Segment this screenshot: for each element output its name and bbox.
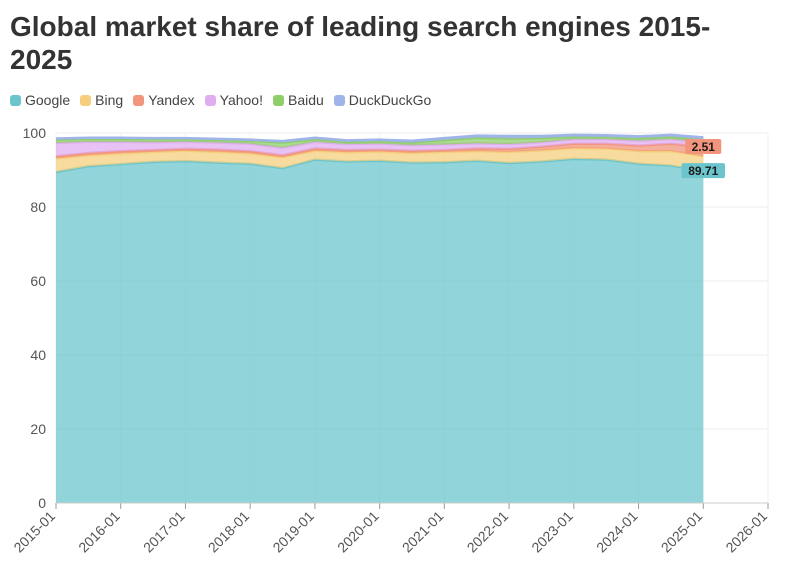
x-tick-label: 2022-01 xyxy=(464,508,512,556)
y-tick-label: 80 xyxy=(30,199,46,215)
legend-swatch xyxy=(80,94,92,106)
y-tick-label: 100 xyxy=(23,125,47,141)
legend-swatch xyxy=(10,94,21,106)
x-tick-label: 2020-01 xyxy=(334,508,382,556)
legend-item-duckduckgo[interactable]: DuckDuckGo xyxy=(333,92,432,108)
legend-swatch xyxy=(133,94,145,106)
y-tick-label: 40 xyxy=(30,347,46,363)
x-tick-label: 2023-01 xyxy=(528,508,576,556)
area-bing xyxy=(56,148,704,172)
x-tick-label: 2019-01 xyxy=(269,508,317,556)
area-google xyxy=(56,158,704,503)
data-label-bg xyxy=(681,163,726,179)
x-tick-label: 2018-01 xyxy=(205,508,253,556)
legend-label: DuckDuckGo xyxy=(348,92,432,108)
x-tick-label: 2026-01 xyxy=(722,508,770,556)
legend-label: Baidu xyxy=(287,92,324,108)
chart-title: Global market share of leading search en… xyxy=(10,11,711,75)
y-tick-label: 0 xyxy=(38,495,46,511)
legend-swatch xyxy=(204,94,216,106)
x-tick-label: 2024-01 xyxy=(593,508,641,556)
data-label-bg xyxy=(685,138,722,154)
x-tick-label: 2021-01 xyxy=(399,508,447,556)
legend-item-yandex[interactable]: Yandex xyxy=(133,92,195,108)
y-tick-label: 20 xyxy=(30,421,46,437)
legend: Google Bing Yandex Yahoo! Baidu DuckDuckGo xyxy=(10,92,431,108)
legend-label: Google xyxy=(25,92,71,108)
legend-item-google[interactable]: Google xyxy=(10,92,70,108)
x-tick-label: 2017-01 xyxy=(140,508,188,556)
legend-label: Bing xyxy=(95,92,124,108)
y-tick-label: 60 xyxy=(30,273,46,289)
legend-swatch xyxy=(272,94,284,106)
data-label-google: 89.71 xyxy=(688,164,718,178)
legend-label: Yahoo! xyxy=(219,92,263,108)
legend-item-yahoo-[interactable]: Yahoo! xyxy=(204,92,263,108)
x-tick-label: 2015-01 xyxy=(10,508,58,556)
legend-label: Yandex xyxy=(148,92,195,108)
data-label-yandex: 2.51 xyxy=(692,140,716,154)
x-tick-label: 2016-01 xyxy=(75,508,123,556)
legend-item-baidu[interactable]: Baidu xyxy=(272,92,324,108)
legend-swatch xyxy=(333,94,345,106)
legend-item-bing[interactable]: Bing xyxy=(80,92,123,108)
x-tick-label: 2025-01 xyxy=(658,508,706,556)
line-duckduckgo xyxy=(55,133,704,143)
